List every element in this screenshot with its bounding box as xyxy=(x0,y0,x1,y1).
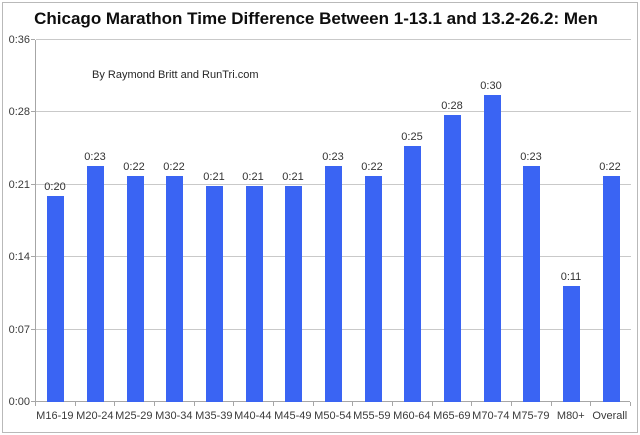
x-axis-tick xyxy=(550,402,552,406)
x-axis-tick xyxy=(273,402,274,406)
x-axis-tick xyxy=(233,402,235,406)
x-axis-tick xyxy=(154,402,155,406)
y-axis-tick xyxy=(31,111,35,113)
x-axis-label: M16-19 xyxy=(36,410,74,422)
bar xyxy=(563,286,580,402)
bar-value-label: 0:21 xyxy=(203,171,225,183)
x-axis-label: M40-44 xyxy=(234,410,272,422)
y-axis-label: 0:00 xyxy=(8,396,30,408)
bar xyxy=(87,166,104,402)
x-axis-tick xyxy=(471,402,473,406)
x-axis-tick xyxy=(392,402,393,406)
x-axis-label: Overall xyxy=(592,410,628,422)
gridline xyxy=(36,111,631,113)
bar-value-label: 0:20 xyxy=(44,181,66,193)
x-axis-label: M75-79 xyxy=(512,410,550,422)
y-axis-label: 0:28 xyxy=(8,106,30,119)
bar-value-label: 0:11 xyxy=(560,271,582,283)
x-axis-label: M65-69 xyxy=(433,410,471,422)
bar-value-label: 0:22 xyxy=(599,161,621,173)
bar xyxy=(47,196,64,402)
x-axis-label: M35-39 xyxy=(195,410,233,422)
bar-value-label: 0:22 xyxy=(163,161,185,173)
bar-value-label: 0:23 xyxy=(520,151,542,163)
y-axis-label: 0:14 xyxy=(8,251,30,264)
x-axis-label: M50-54 xyxy=(314,410,352,422)
bar-value-label: 0:23 xyxy=(84,151,106,163)
bar xyxy=(365,176,382,402)
y-axis-tick xyxy=(31,39,35,40)
y-axis-tick xyxy=(31,256,35,258)
y-axis-label: 0:21 xyxy=(8,178,30,191)
bar xyxy=(285,186,302,402)
plot-area xyxy=(35,39,631,402)
x-axis-tick xyxy=(352,402,354,406)
x-axis-label: M70-74 xyxy=(472,410,510,422)
bar xyxy=(404,146,421,402)
x-axis-label: M60-64 xyxy=(393,410,431,422)
gridline xyxy=(36,39,631,40)
x-axis-label: M80+ xyxy=(556,410,585,422)
y-axis-tick xyxy=(31,328,35,330)
bar-value-label: 0:21 xyxy=(242,171,264,183)
bar xyxy=(444,115,461,402)
bar xyxy=(523,166,540,402)
bar-value-label: 0:25 xyxy=(401,131,423,143)
bar xyxy=(127,176,144,402)
x-axis-label: M20-24 xyxy=(76,410,114,422)
y-axis-label: 0:07 xyxy=(8,323,30,336)
x-axis-label: M55-59 xyxy=(353,410,391,422)
bar-value-label: 0:21 xyxy=(282,171,304,183)
x-axis-tick xyxy=(114,402,116,406)
y-axis-tick xyxy=(31,183,35,185)
bar xyxy=(246,186,263,402)
bar xyxy=(325,166,342,402)
bar xyxy=(603,176,620,402)
x-axis-tick xyxy=(630,402,631,406)
x-axis-tick xyxy=(511,402,512,406)
x-axis-tick xyxy=(590,402,592,406)
bar-value-label: 0:23 xyxy=(322,151,344,163)
bar xyxy=(206,186,223,402)
bar-value-label: 0:22 xyxy=(123,161,145,173)
x-axis-tick xyxy=(312,402,314,406)
x-axis-tick xyxy=(35,402,36,406)
chart-title: Chicago Marathon Time Difference Between… xyxy=(34,9,598,28)
x-axis-label: M25-29 xyxy=(115,410,153,422)
y-axis-label: 0:36 xyxy=(8,34,30,46)
x-axis-tick xyxy=(193,402,195,406)
bar-value-label: 0:28 xyxy=(441,100,463,112)
x-axis-label: M30-34 xyxy=(155,410,193,422)
author-credit-text: By Raymond Britt and RunTri.com xyxy=(92,69,259,81)
bar xyxy=(484,95,501,402)
x-axis-tick xyxy=(74,402,76,406)
bar-value-label: 0:22 xyxy=(361,161,383,173)
x-axis-tick xyxy=(431,402,433,406)
bar-value-label: 0:30 xyxy=(480,80,502,92)
y-axis-tick xyxy=(31,401,35,402)
x-axis-label: M45-49 xyxy=(274,410,312,422)
bar xyxy=(166,176,183,402)
